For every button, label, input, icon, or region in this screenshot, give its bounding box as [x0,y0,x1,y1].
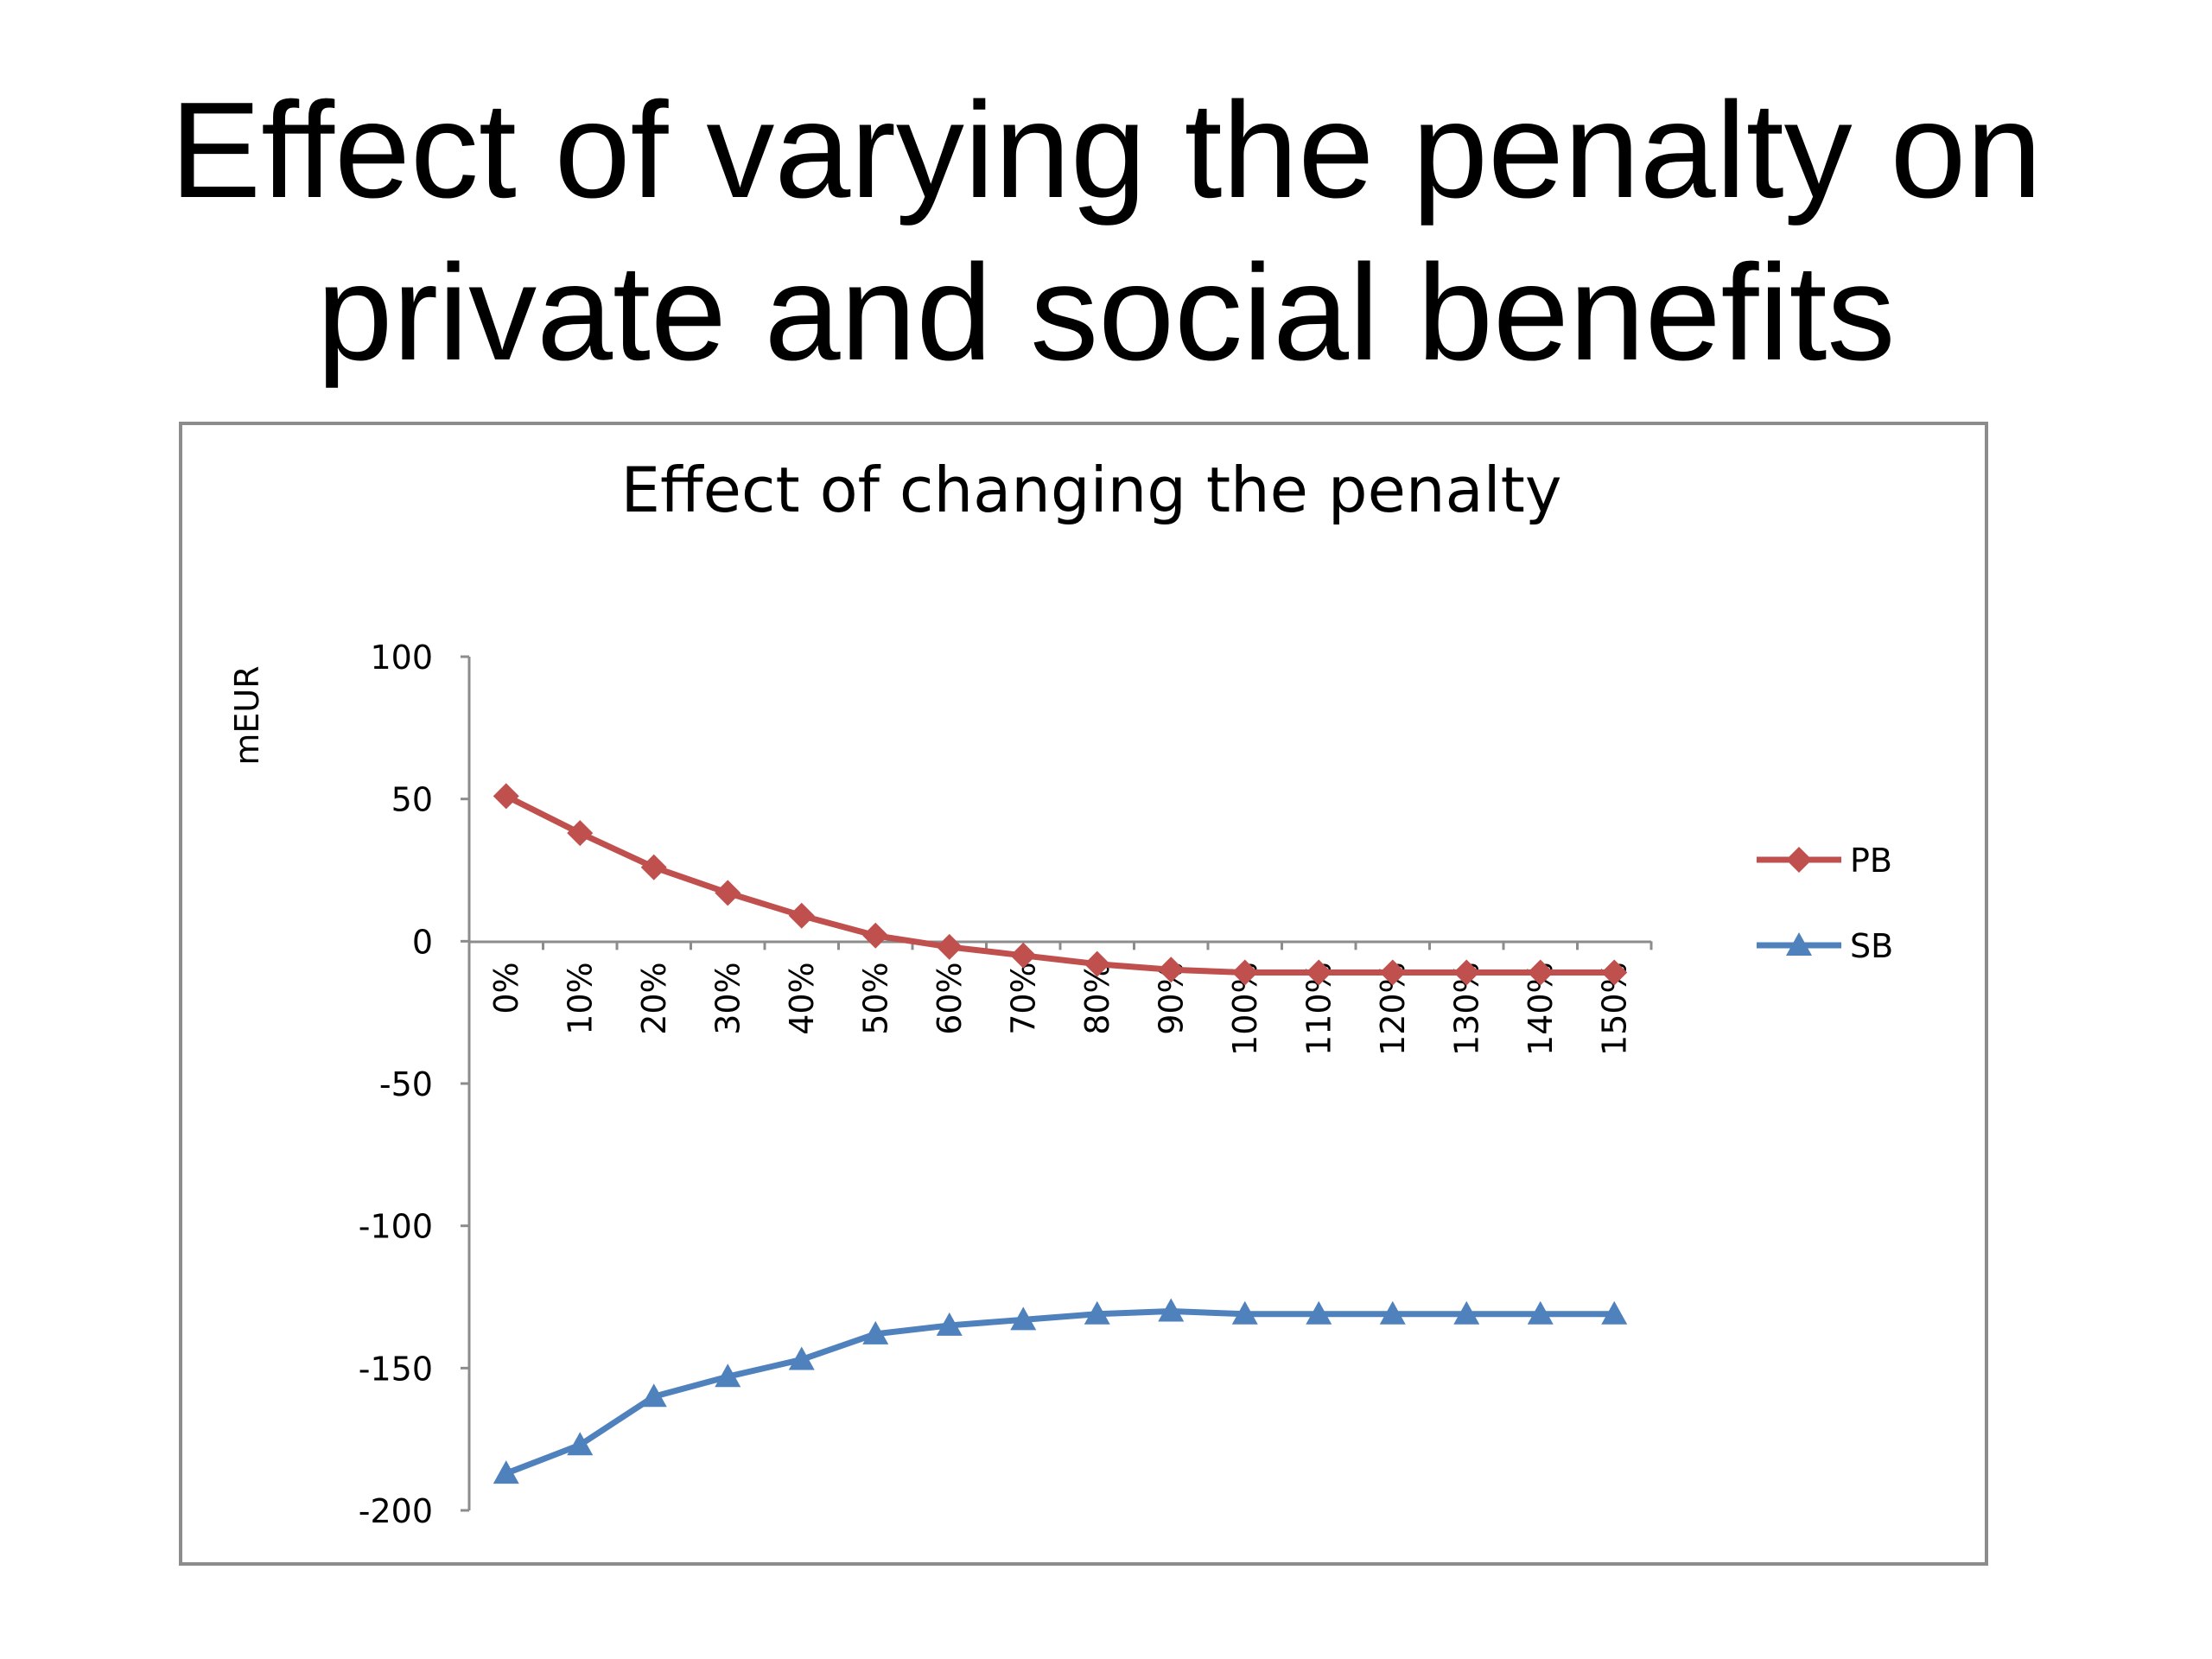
legend-marker-pb [1786,847,1812,873]
data-point-pb [715,880,741,906]
data-point-pb [1453,959,1480,986]
y-tick-label: -200 [359,1492,433,1530]
data-point-sb [862,1320,889,1344]
slide-title-line-1: Effect of varying the penalty on [169,74,2043,226]
data-point-sb [1084,1300,1110,1325]
y-axis-ticks: 100 50 0 -50 -100 -150 -200 [359,639,469,1530]
y-tick-label: 0 [412,923,433,961]
x-tick-label: 10% [561,962,599,1034]
slide-title-line-2: private and social benefits [316,237,1896,389]
y-tick-label: -100 [359,1208,433,1246]
legend: PB SB [1757,842,1893,965]
chart-title: Effect of changing the penalty [621,454,1562,526]
legend-marker-sb [1786,932,1812,956]
data-point-sb [567,1432,594,1456]
data-point-sb [788,1346,815,1370]
data-point-sb [1306,1300,1332,1325]
series-pb [493,783,1628,986]
y-tick-label: 50 [391,781,433,819]
y-tick-label: -50 [379,1065,433,1103]
data-point-pb [1379,959,1406,986]
series-line-pb [505,793,1615,976]
data-point-sb [1010,1306,1037,1331]
legend-label-sb: SB [1850,927,1893,965]
data-point-sb [1601,1300,1628,1325]
x-tick-label: 20% [635,962,673,1034]
series-sb [493,1298,1628,1484]
y-axis-label: mEUR [228,665,266,765]
x-tick-label: 60% [931,962,969,1034]
slide-title: Effect of varying the penalty on private… [0,69,2212,394]
x-tick-label: 50% [856,962,894,1034]
x-tick-label: 30% [709,962,747,1034]
data-point-sb [1453,1300,1480,1325]
data-point-pb [640,854,667,880]
legend-label-pb: PB [1850,842,1892,880]
data-point-sb [715,1363,741,1388]
data-point-sb [936,1312,963,1336]
chart-container: Effect of changing the penalty mEUR 100 5… [179,422,1988,1566]
data-point-sb [640,1383,667,1408]
line-chart: Effect of changing the penalty mEUR 100 5… [228,454,1893,1530]
data-point-sb [1231,1300,1258,1325]
data-point-pb [1306,959,1332,986]
series-line-sb [505,1307,1615,1477]
data-point-pb [493,783,519,810]
data-point-sb [493,1460,519,1484]
y-tick-label: 100 [370,639,433,677]
data-point-pb [1601,959,1628,986]
data-point-sb [1158,1298,1185,1322]
series-layer [493,783,1628,1484]
data-point-pb [936,933,963,960]
data-point-pb [1084,950,1110,977]
data-point-pb [1231,959,1258,986]
data-point-pb [1158,957,1185,983]
data-point-pb [1010,942,1037,969]
x-tick-label: 0% [487,962,525,1014]
data-point-pb [788,902,815,929]
data-point-sb [1527,1300,1554,1325]
x-tick-label: 40% [783,962,821,1034]
y-tick-label: -150 [359,1350,433,1388]
data-point-pb [1527,959,1554,986]
data-point-pb [567,820,594,847]
data-point-pb [862,922,889,949]
x-tick-label: 70% [1004,962,1042,1034]
data-point-sb [1379,1300,1406,1325]
